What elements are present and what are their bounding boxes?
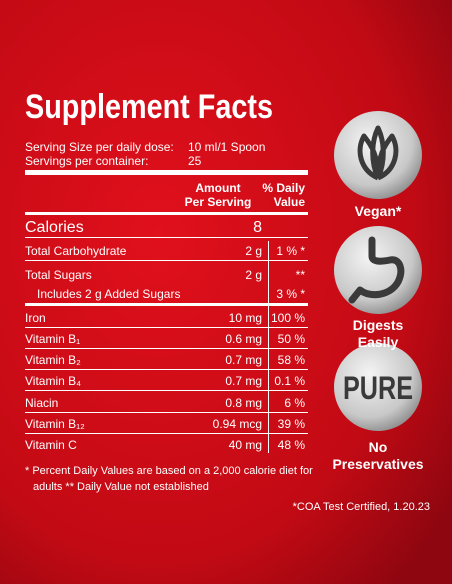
rule <box>25 390 308 391</box>
row-amount: 2 g <box>245 268 262 282</box>
row-dv: 48 % <box>278 438 306 452</box>
header: Value <box>274 195 306 209</box>
row-dv: ** <box>296 268 306 282</box>
row-dv: 39 % <box>278 417 306 431</box>
row-name: Iron <box>25 311 46 325</box>
table: Calories 8 Total Carbohydrate 2 g 1 % * Total… <box>25 219 308 453</box>
row-dv: 50 % <box>278 332 306 346</box>
row-amount: 2 g <box>245 244 262 258</box>
row-amount: 0.6 mg <box>225 332 262 346</box>
badge <box>334 226 422 314</box>
rule <box>25 170 308 175</box>
badge-label: Preservatives <box>332 456 423 472</box>
serving-value: 25 <box>188 154 202 168</box>
rule <box>25 433 308 434</box>
serving-value: 10 ml/1 Spoon <box>188 140 265 154</box>
row-name: Niacin <box>25 396 58 410</box>
serving-label: Servings per container: <box>25 154 148 168</box>
row-dv: 3 % * <box>276 287 305 301</box>
row-amount: 0.94 mcg <box>213 417 262 431</box>
row-name: Calories <box>25 219 84 236</box>
row-amount: 8 <box>253 219 262 236</box>
badge-label: Digests <box>353 317 404 333</box>
rule <box>25 412 308 413</box>
row-amount: 0.8 mg <box>225 396 262 410</box>
badge <box>334 111 422 199</box>
footnote: adults ** Daily Value not established <box>33 481 209 493</box>
rule <box>25 369 308 370</box>
badge-label: Easily <box>358 334 399 350</box>
row-dv: 0.1 % <box>274 374 305 388</box>
row-dv: 6 % <box>284 396 305 410</box>
row-name: Total Carbohydrate <box>25 244 127 258</box>
stomach-icon <box>348 236 405 304</box>
row-amount: 0.7 mg <box>225 374 262 388</box>
badge-label: Vegan* <box>355 203 402 219</box>
row-amount: 10 mg <box>229 311 262 325</box>
badge <box>334 343 422 431</box>
certification: *COA Test Certified, 1.20.23 <box>293 501 430 513</box>
row-name: Total Sugars <box>25 268 92 282</box>
row-amount: 0.7 mg <box>225 353 262 367</box>
vegan-icon <box>357 125 399 181</box>
rule <box>25 237 308 238</box>
row-name: Vitamin C <box>25 438 77 452</box>
rule <box>25 260 308 261</box>
rule <box>25 348 308 349</box>
row-dv: 100 % <box>271 311 305 325</box>
column-divider <box>268 241 269 453</box>
rule <box>25 212 308 215</box>
serving-label: Serving Size per daily dose: <box>25 140 174 154</box>
header: % Daily <box>262 181 305 195</box>
header: Per Serving <box>185 195 252 209</box>
header: Amount <box>195 181 240 195</box>
pure-icon: PURE <box>343 370 413 406</box>
row-name: Vitamin B₂ <box>25 353 81 367</box>
row-name: Vitamin B₁₂ <box>25 417 85 431</box>
badge-label: No <box>369 439 388 455</box>
row-name: Vitamin B₄ <box>25 374 81 388</box>
row-dv: 1 % * <box>276 244 305 258</box>
row-name: Vitamin B₁ <box>25 332 80 346</box>
title: Supplement Facts <box>25 88 273 126</box>
rule <box>25 327 308 328</box>
row-dv: 58 % <box>278 353 306 367</box>
rule <box>25 303 308 306</box>
footnote: * Percent Daily Values are based on a 2,… <box>25 465 313 477</box>
row-amount: 40 mg <box>229 438 262 452</box>
row-name: Includes 2 g Added Sugars <box>37 287 180 301</box>
